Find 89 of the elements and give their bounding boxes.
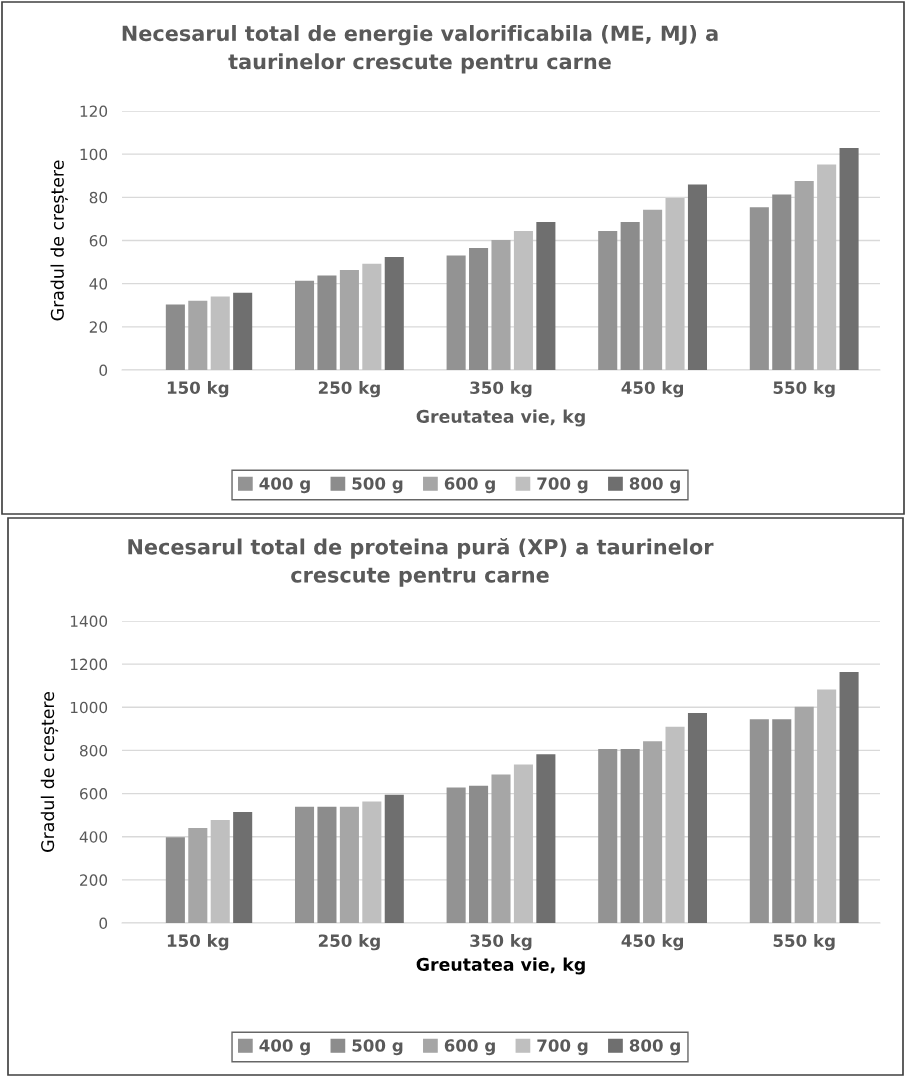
bar [817, 164, 837, 370]
bar [165, 304, 185, 370]
bar [643, 741, 663, 923]
bar [491, 240, 511, 370]
bar [839, 148, 859, 370]
bar [446, 255, 466, 370]
y-tick-label: 80 [89, 191, 108, 204]
legend-label: 600 g [444, 1039, 495, 1056]
bar [772, 719, 792, 923]
bar [794, 180, 814, 370]
bar [362, 263, 382, 370]
bar [339, 270, 359, 370]
bar [620, 748, 640, 923]
y-tick-label: 800 [79, 744, 108, 757]
y-tick-label: 100 [80, 148, 108, 161]
bar [210, 819, 230, 923]
y-tick-label: 1200 [70, 658, 108, 671]
bar [513, 764, 533, 923]
y-tick-label: 20 [89, 321, 108, 333]
bar [469, 248, 489, 370]
y-tick-label: 120 [80, 105, 108, 118]
y-tick-label: 0 [99, 917, 108, 930]
bar [665, 197, 685, 370]
bar [536, 754, 556, 923]
x-tick-label: 550 kg [773, 381, 835, 398]
legend-label: 400 g [259, 1039, 310, 1056]
bar [665, 726, 685, 923]
bar [794, 706, 814, 923]
y-tick-label: 1400 [70, 615, 108, 628]
bar [817, 689, 837, 923]
y-tick-label: 400 [79, 831, 108, 843]
bar [687, 712, 708, 923]
bar [513, 231, 533, 370]
legend-label: 600 g [444, 477, 495, 494]
x-tick-label: 350 kg [470, 381, 532, 398]
legend-label: 800 g [629, 477, 680, 494]
x-tick-label: 550 kg [773, 934, 835, 951]
bar [188, 828, 208, 923]
bar [294, 280, 315, 370]
bar [469, 785, 489, 923]
bar [839, 671, 859, 923]
bar [749, 719, 769, 923]
bar [339, 806, 359, 923]
bar [210, 296, 230, 370]
bar [598, 231, 618, 370]
y-axis-title: Gradul de creștere [50, 160, 68, 321]
bar [188, 300, 208, 370]
legend-label: 500 g [352, 477, 403, 494]
x-tick-label: 250 kg [318, 381, 380, 398]
legend-label: 500 g [352, 1039, 403, 1056]
y-tick-label: 60 [89, 234, 108, 247]
x-tick-label: 150 kg [167, 934, 229, 951]
chart-title: Necesarul total de energie valorificabila (ME, MJ) a taurinelor crescute pentru carne [122, 25, 718, 74]
bar [165, 837, 185, 923]
x-tick-label: 450 kg [621, 381, 684, 398]
legend-label: 700 g [537, 477, 588, 494]
legend-label: 800 g [629, 1039, 680, 1056]
bar [384, 794, 404, 923]
bar [317, 806, 337, 923]
bar [362, 801, 382, 923]
bar [687, 184, 708, 370]
bar [233, 812, 253, 923]
x-tick-label: 250 kg [318, 934, 380, 951]
bar [294, 806, 315, 923]
bar [620, 221, 640, 370]
x-tick-label: 450 kg [621, 934, 684, 951]
bar [317, 275, 337, 370]
y-tick-label: 1000 [70, 701, 108, 714]
y-tick-label: 0 [99, 364, 108, 377]
chart-title: Necesarul total de proteina pură (XP) a taurinelor crescute pentru carne [128, 538, 714, 587]
y-axis-title: Gradul de creștere [40, 692, 59, 852]
bar [491, 774, 511, 923]
x-axis-title: Greutatea vie, kg [416, 409, 585, 427]
legend-label: 700 g [537, 1039, 588, 1056]
y-tick-label: 600 [80, 788, 108, 800]
bar [772, 194, 792, 370]
bar [446, 787, 466, 923]
x-axis-title: Greutatea vie, kg [416, 957, 585, 975]
bar [598, 748, 618, 923]
legend-label: 400 g [259, 477, 310, 494]
bar [384, 257, 404, 370]
y-tick-label: 40 [89, 278, 108, 290]
bar [643, 209, 663, 370]
bar [536, 221, 556, 370]
bar [749, 207, 769, 370]
x-tick-label: 350 kg [470, 934, 532, 951]
bar [233, 292, 253, 370]
x-tick-label: 150 kg [167, 381, 229, 398]
y-tick-label: 200 [80, 874, 108, 886]
